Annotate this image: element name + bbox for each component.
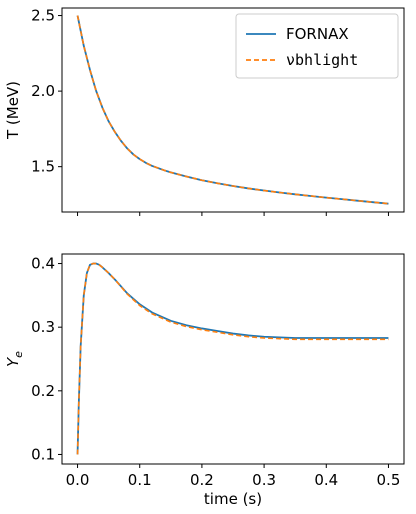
- y-tick-label: 0.1: [31, 445, 55, 463]
- x-tick-label: 0.5: [377, 471, 401, 489]
- y-axis-label: T (MeV): [4, 81, 22, 140]
- x-tick-label: 0.2: [190, 471, 214, 489]
- y-tick-label: 2.5: [31, 7, 55, 25]
- x-tick-label: 0.4: [314, 471, 338, 489]
- legend-label-fornax: FORNAX: [286, 25, 349, 43]
- legend: FORNAX νbhlight: [235, 13, 399, 79]
- legend-label-nubhlight: νbhlight: [286, 51, 358, 69]
- y-tick-label: 0.3: [31, 318, 55, 336]
- axes-frame: [61, 253, 405, 465]
- x-tick-label: 0.0: [66, 471, 90, 489]
- x-tick-label: 0.1: [128, 471, 152, 489]
- x-tick-label: 0.3: [252, 471, 276, 489]
- y-tick-label: 1.5: [31, 158, 55, 176]
- y-tick-label: 2.0: [31, 82, 55, 100]
- series-line-nubhlight: [76, 15, 389, 205]
- chart-panel-1: 1.5 2.0 2.5 T (MeV) FORNAX νbhlight: [4, 7, 405, 216]
- x-axis-label: time (s): [204, 490, 262, 508]
- y-axis-label: Ye: [4, 351, 25, 367]
- y-tick-label: 0.4: [31, 255, 55, 273]
- series-line-nubhlight: [76, 262, 389, 455]
- chart-panel-2: 0.0 0.1 0.2 0.3 0.4 0.5 0.1 0.2 0.3 0.4 Ye time (s): [4, 253, 405, 508]
- axes-frame: [61, 7, 405, 213]
- y-tick-label: 0.2: [31, 382, 55, 400]
- legend-box: [235, 13, 399, 79]
